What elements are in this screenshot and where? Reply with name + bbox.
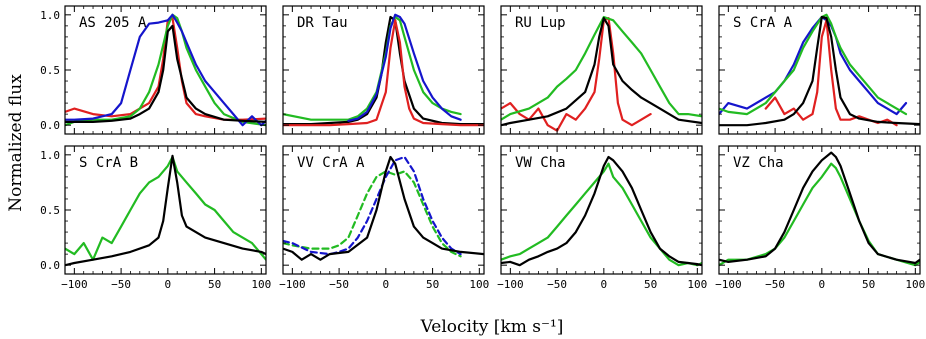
series-line-black bbox=[283, 15, 484, 126]
series-line-green bbox=[501, 15, 702, 121]
x-tick-label: 50 bbox=[862, 278, 875, 291]
series-line-red bbox=[283, 19, 484, 127]
panel: −100 −50 0 50 100 VW Cha bbox=[497, 145, 707, 291]
series-group bbox=[719, 151, 920, 267]
x-tick-label: −100 bbox=[715, 278, 742, 291]
panel-label: DR Tau bbox=[297, 15, 348, 31]
x-tick-label: −100 bbox=[279, 278, 306, 291]
panel: RU Lup bbox=[500, 5, 703, 135]
series-line-black bbox=[65, 154, 266, 267]
panel: 0.0 0.5 1.0 AS 205 A bbox=[40, 5, 267, 135]
series-group bbox=[283, 13, 484, 127]
series-line-black bbox=[501, 155, 702, 267]
panel-label: RU Lup bbox=[515, 15, 566, 31]
series-line-green bbox=[719, 13, 908, 116]
x-tick-label: −50 bbox=[329, 278, 349, 291]
panel: −100 −50 0 50 100 VV CrA A bbox=[279, 145, 489, 291]
panel: −100 −50 0 50 100 0.0 0.5 1.0 S CrA B bbox=[40, 145, 271, 291]
x-tick-label: 0 bbox=[819, 278, 826, 291]
x-tick-label: 100 bbox=[687, 278, 707, 291]
panel: −100 −50 0 50 100 VZ Cha bbox=[715, 145, 925, 291]
x-tick-label: −50 bbox=[111, 278, 131, 291]
series-group bbox=[65, 154, 266, 267]
series-line-red bbox=[501, 17, 652, 132]
y-tick-label: 0.0 bbox=[40, 259, 60, 272]
x-tick-label: 0 bbox=[165, 278, 172, 291]
series-line-green bbox=[719, 162, 920, 267]
y-axis-title: Normalized flux bbox=[6, 74, 26, 212]
series-line-black bbox=[719, 151, 920, 265]
panel-label: VV CrA A bbox=[297, 155, 365, 171]
series-group bbox=[501, 15, 702, 132]
series-line-green bbox=[501, 162, 702, 267]
x-tick-label: 50 bbox=[208, 278, 221, 291]
x-axis-title: Velocity [km s⁻¹] bbox=[420, 317, 564, 337]
panel: DR Tau bbox=[282, 5, 485, 135]
x-tick-label: 100 bbox=[469, 278, 489, 291]
series-line-black bbox=[501, 17, 702, 127]
x-tick-label: 0 bbox=[601, 278, 608, 291]
series-line-black bbox=[65, 24, 266, 124]
series-group bbox=[65, 13, 266, 127]
panel-label: AS 205 A bbox=[79, 15, 147, 31]
y-tick-label: 1.0 bbox=[40, 9, 60, 22]
x-tick-label: −100 bbox=[61, 278, 88, 291]
x-tick-label: −100 bbox=[497, 278, 524, 291]
y-tick-label: 1.0 bbox=[40, 149, 60, 162]
y-tick-label: 0.0 bbox=[40, 119, 60, 132]
series-group bbox=[501, 155, 702, 267]
y-tick-label: 0.5 bbox=[40, 64, 60, 77]
series-line-black bbox=[719, 15, 920, 127]
panel-label: VW Cha bbox=[515, 155, 566, 171]
x-tick-label: −50 bbox=[547, 278, 567, 291]
panel-label: VZ Cha bbox=[733, 155, 784, 171]
x-tick-label: 100 bbox=[905, 278, 925, 291]
panel-label: S CrA A bbox=[733, 15, 793, 31]
x-tick-label: 50 bbox=[426, 278, 439, 291]
series-group bbox=[719, 13, 920, 127]
series-line-green bbox=[65, 13, 266, 127]
series-line-blue bbox=[347, 13, 462, 122]
x-tick-label: 50 bbox=[644, 278, 657, 291]
series-line-green-dashed bbox=[283, 170, 462, 258]
panel-label: S CrA B bbox=[79, 155, 138, 171]
series-line-green bbox=[65, 155, 266, 261]
y-tick-label: 0.5 bbox=[40, 204, 60, 217]
series-line-blue-dashed bbox=[283, 155, 462, 256]
series-line-blue bbox=[65, 13, 266, 127]
x-tick-label: 0 bbox=[383, 278, 390, 291]
x-tick-label: 100 bbox=[251, 278, 271, 291]
series-group bbox=[283, 155, 484, 261]
series-line-black bbox=[283, 155, 484, 261]
panel: S CrA A bbox=[718, 5, 921, 135]
x-tick-label: −50 bbox=[765, 278, 785, 291]
